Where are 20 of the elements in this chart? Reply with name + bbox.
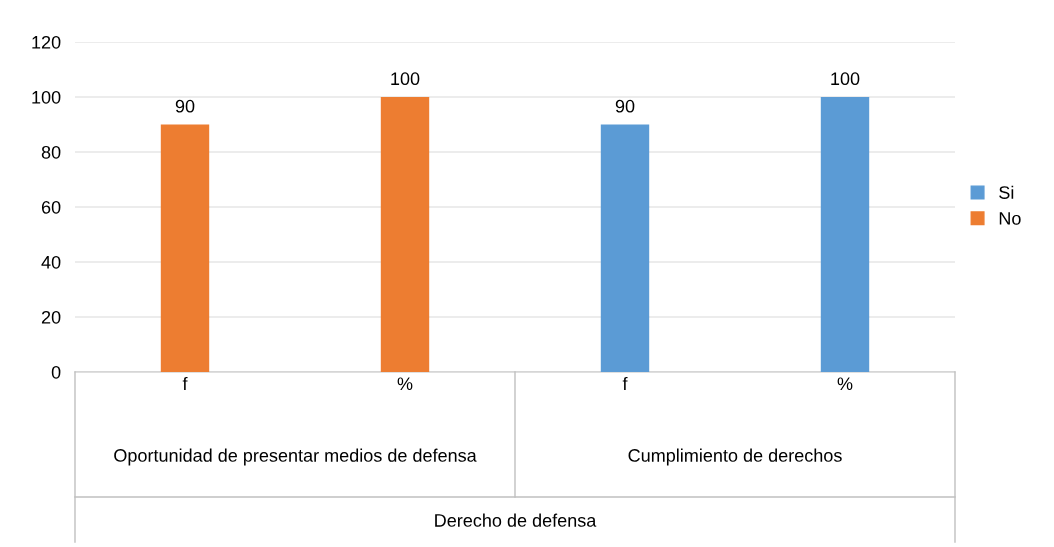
y-tick-label: 0 — [51, 365, 61, 379]
text: Derecho de defensa — [435, 513, 597, 527]
text: Cumplimiento de derechos — [628, 448, 842, 466]
legend-label: No — [999, 212, 1021, 225]
x-tick-label: % — [397, 377, 413, 391]
y-tick-label: 120 — [32, 35, 61, 49]
y-tick-label: 60 — [41, 200, 61, 214]
x-tick-label: f — [182, 376, 188, 390]
data-label: 100 — [391, 72, 420, 86]
y-tick-label: 40 — [41, 255, 61, 269]
data-label: 90 — [615, 99, 635, 113]
y-tick-label: 80 — [41, 145, 61, 159]
x-tick-label: f — [622, 376, 628, 390]
y-tick-label: 100 — [32, 90, 61, 104]
x-tick-label: % — [837, 377, 853, 391]
text: Oportunidad de presentar medios de defensa — [114, 448, 477, 466]
data-label: 100 — [831, 72, 860, 86]
legend-label: Si — [999, 185, 1014, 199]
y-tick-label: 20 — [41, 310, 61, 324]
data-label: 90 — [175, 99, 195, 113]
